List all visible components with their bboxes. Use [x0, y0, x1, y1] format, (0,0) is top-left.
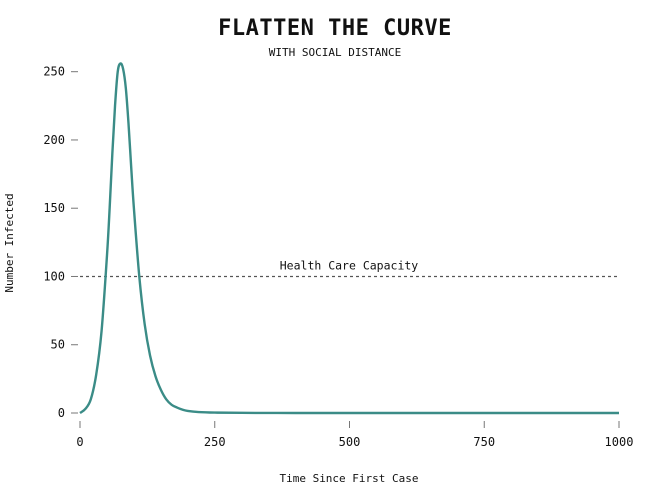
x-tick-label: 250 [204, 435, 226, 449]
series-line-infected [79, 62, 619, 415]
y-tick-label: 0 [58, 406, 65, 420]
chart-title: FLATTEN THE CURVE [218, 16, 452, 41]
x-tick-label: 750 [473, 435, 495, 449]
x-axis-title: Time Since First Case [279, 472, 418, 485]
y-axis: 0 50 100 150 200 250 [43, 65, 78, 420]
y-tick-label: 50 [51, 338, 65, 352]
y-tick-label: 250 [43, 65, 65, 79]
y-tick-label: 150 [43, 201, 65, 215]
y-tick-label: 200 [43, 133, 65, 147]
capacity-label: Health Care Capacity [280, 258, 419, 272]
y-axis-title: Number Infected [3, 193, 16, 292]
chart-subtitle: WITH SOCIAL DISTANCE [268, 46, 402, 59]
x-axis: 0 250 500 750 1000 [76, 421, 633, 449]
x-tick-label: 0 [76, 435, 83, 449]
y-tick-label: 100 [43, 269, 65, 283]
x-tick-label: 1000 [605, 435, 634, 449]
x-tick-label: 500 [339, 435, 361, 449]
